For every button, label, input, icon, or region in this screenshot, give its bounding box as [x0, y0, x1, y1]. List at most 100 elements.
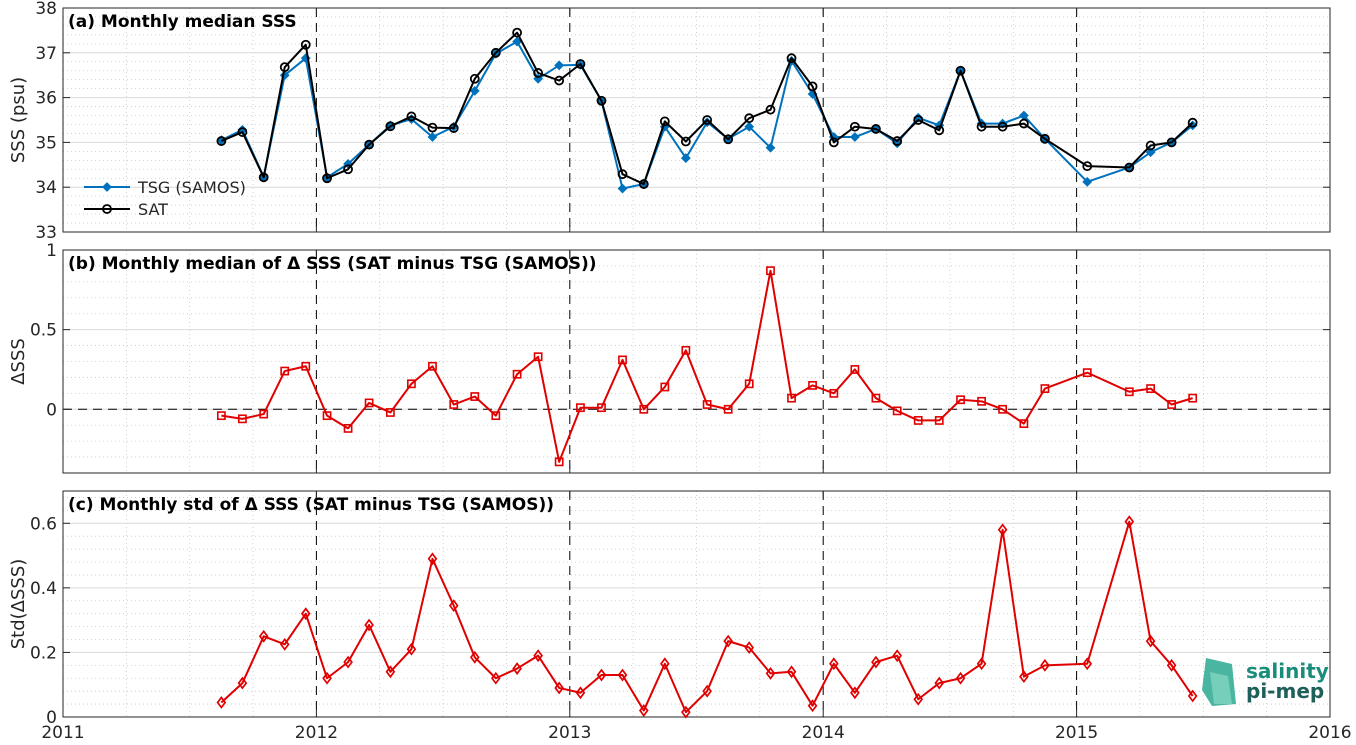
data-point — [1018, 118, 1029, 129]
data-point — [681, 705, 691, 719]
data-point — [617, 183, 628, 194]
data-point — [512, 27, 522, 38]
data-point — [1124, 515, 1135, 529]
data-point — [934, 676, 945, 690]
data-point — [1145, 634, 1156, 648]
data-point — [1082, 657, 1093, 671]
data-point — [279, 62, 290, 73]
y-tick-label: 35 — [35, 133, 57, 153]
plot-frame — [62, 490, 1331, 718]
data-point — [1082, 161, 1093, 172]
series-1 — [216, 266, 1198, 467]
data-point — [638, 179, 649, 189]
data-point — [765, 666, 776, 680]
data-point — [1019, 670, 1029, 684]
legend: TSG (SAMOS) SAT — [84, 178, 246, 219]
chart-panel-3: 0 0.2 0.4 0.6 2011 2012 2013 2014 2015 2016 Std(ΔS… — [8, 490, 1352, 743]
data-point — [469, 650, 480, 664]
data-point — [533, 68, 544, 78]
data-point — [850, 365, 860, 374]
series-line — [220, 40, 1194, 190]
data-point — [638, 704, 649, 717]
x-tick-label: 2011 — [41, 723, 84, 743]
data-point — [744, 121, 755, 132]
data-point — [554, 457, 564, 467]
data-point — [680, 153, 691, 163]
data-point — [1146, 384, 1155, 393]
data-point — [913, 416, 923, 425]
data-point — [1124, 162, 1135, 173]
data-point — [680, 136, 691, 147]
data-point — [702, 115, 713, 125]
data-point — [871, 655, 881, 669]
data-point — [258, 629, 269, 643]
data-point — [490, 671, 501, 685]
chart-title: (b) Monthly median of Δ SSS (SAT minus T… — [68, 254, 597, 274]
data-point — [259, 409, 269, 419]
data-point — [808, 380, 817, 390]
y-tick-label: 0.4 — [30, 579, 57, 599]
y-tick-label: 0.6 — [30, 514, 57, 534]
data-point — [385, 665, 396, 679]
data-point — [554, 681, 564, 695]
data-point — [469, 73, 480, 84]
legend-label: TSG (SAMOS) — [137, 178, 246, 197]
logo-graphic-highlight — [1210, 672, 1232, 704]
data-point — [554, 75, 565, 86]
x-tick-label: 2016 — [1308, 723, 1351, 743]
data-point — [575, 59, 586, 69]
data-point — [913, 692, 924, 706]
data-point — [829, 388, 839, 398]
data-point — [1187, 689, 1198, 703]
data-point — [807, 699, 818, 713]
data-point — [300, 39, 311, 50]
data-point — [829, 657, 839, 671]
data-point — [343, 164, 353, 175]
data-point — [807, 81, 818, 92]
y-tick-label: 0 — [46, 400, 57, 420]
data-point — [428, 361, 437, 371]
data-point — [1166, 658, 1177, 672]
data-point — [512, 36, 522, 47]
data-point — [660, 382, 670, 392]
data-point — [1082, 368, 1092, 378]
series-line — [221, 269, 1193, 463]
data-point — [849, 132, 860, 142]
data-point — [407, 379, 416, 389]
data-point — [786, 665, 797, 679]
data-point — [1082, 176, 1093, 187]
data-point — [660, 657, 670, 671]
logo-text-pi-mep: pi-mep — [1246, 679, 1324, 703]
data-point — [491, 411, 501, 421]
data-point — [364, 398, 374, 408]
series-line — [220, 520, 1194, 714]
chart-title: (a) Monthly median SSS — [68, 12, 297, 32]
data-point — [512, 369, 522, 379]
data-point — [956, 395, 965, 405]
data-point — [575, 686, 586, 700]
data-point — [448, 599, 459, 613]
data-point — [1166, 137, 1177, 148]
data-point — [238, 414, 247, 424]
data-point — [596, 668, 607, 682]
salinity-pi-mep-logo: salinity pi-mep — [1202, 658, 1329, 706]
data-point — [385, 408, 395, 417]
data-point — [448, 123, 459, 133]
y-axis-label: Std(ΔSSS) — [8, 559, 29, 650]
y-tick-label: 33 — [35, 223, 57, 243]
data-point — [1145, 147, 1156, 158]
data-point — [618, 355, 627, 365]
data-point — [976, 657, 987, 671]
chart-panel-1: 33 34 35 36 37 38 SSS (psu) (a) Monthly median … — [8, 0, 1331, 243]
data-point — [892, 136, 903, 146]
data-point — [1040, 133, 1050, 144]
data-point — [406, 642, 417, 656]
data-point — [364, 618, 374, 632]
data-point — [258, 172, 269, 183]
data-point — [787, 393, 796, 403]
legend-marker — [102, 182, 112, 192]
data-point — [301, 361, 311, 371]
x-tick-label: 2014 — [802, 723, 845, 743]
data-point — [1187, 117, 1198, 128]
data-point — [617, 169, 628, 180]
